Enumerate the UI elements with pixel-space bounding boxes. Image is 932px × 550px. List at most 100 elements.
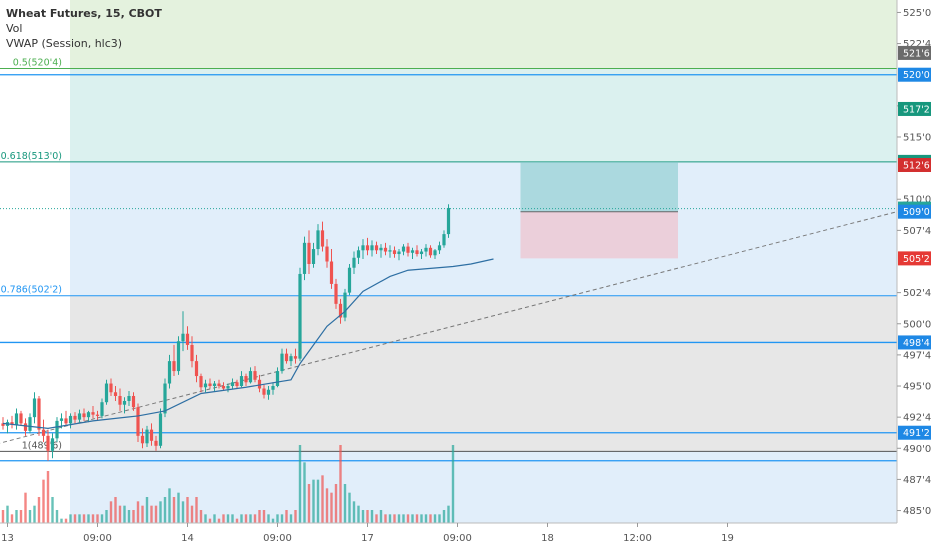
candle-body — [302, 242, 307, 274]
time-tick-label: 19 — [721, 533, 734, 544]
volume-bar — [379, 510, 383, 523]
candle-body — [136, 407, 140, 436]
volume-bar — [199, 510, 203, 523]
candle-body — [77, 413, 82, 420]
candle-body — [433, 250, 437, 256]
candle-body — [23, 423, 28, 431]
candle-body — [374, 245, 379, 251]
candle-body — [406, 246, 410, 253]
time-tick-label: 13 — [1, 533, 14, 544]
price-tick-label: 485'0 — [903, 506, 931, 517]
volume-bar — [105, 510, 108, 523]
candle-body — [203, 383, 208, 388]
candle-body — [338, 303, 343, 318]
candle-body — [68, 415, 73, 424]
candle-body — [28, 417, 32, 431]
volume-bar — [6, 505, 9, 523]
candle-body — [64, 418, 68, 424]
volume-bar — [190, 505, 194, 523]
position-stop-zone — [520, 211, 678, 259]
time-tick-label: 12:00 — [623, 533, 652, 544]
fib-band-0.618-0.786 — [70, 161, 897, 296]
volume-bar — [321, 475, 324, 523]
candle-body — [149, 429, 154, 441]
volume-bar — [60, 518, 63, 523]
candle-body — [91, 412, 95, 415]
volume-bar — [258, 510, 261, 523]
volume-bar — [177, 492, 180, 523]
candle-body — [41, 429, 46, 436]
price-axis-background — [897, 0, 932, 550]
volume-bar — [222, 514, 225, 523]
price-tick-label: 515'0 — [903, 132, 931, 143]
fib-level-label: 0.5(520'4) — [13, 57, 62, 68]
candle-body — [100, 402, 104, 416]
volume-bar — [100, 514, 104, 523]
candle-body — [131, 395, 136, 408]
volume-bar — [46, 471, 50, 523]
price-tick-label: 487'4 — [903, 475, 931, 486]
volume-bar — [118, 505, 122, 523]
time-tick-label: 14 — [181, 533, 194, 544]
volume-bar — [145, 497, 149, 523]
candle-body — [307, 242, 311, 264]
candle-body — [275, 371, 280, 387]
vwap-line — [2, 258, 494, 429]
candle-body — [172, 361, 176, 372]
candle-body — [325, 246, 329, 262]
candle-body — [140, 435, 145, 444]
candle-body — [415, 250, 419, 255]
volume-bar — [231, 514, 234, 523]
time-axis-background — [0, 523, 932, 550]
candle-body — [428, 247, 433, 256]
volume-bar — [343, 484, 347, 523]
volume-bar — [433, 514, 437, 523]
volume-bar — [208, 518, 212, 523]
price-tag-label: 509'0 — [903, 207, 930, 218]
volume-bar — [213, 514, 216, 523]
volume-bar — [150, 505, 153, 523]
time-tick-label: 09:00 — [443, 533, 472, 544]
volume-bar — [420, 514, 423, 523]
volume-bar — [285, 510, 288, 523]
candle-body — [230, 382, 235, 387]
fib-level-label: 0.786(502'2) — [1, 285, 62, 296]
volume-bar — [37, 497, 41, 523]
price-tag — [898, 335, 931, 350]
candle-body — [181, 333, 185, 342]
candle-body — [311, 249, 316, 264]
volume-bar — [388, 514, 392, 523]
candle-body — [370, 245, 374, 251]
volume-bar — [334, 484, 338, 523]
price-tag — [898, 425, 931, 440]
time-tick-label: 09:00 — [263, 533, 292, 544]
candle-body — [442, 234, 446, 246]
candle-body — [122, 400, 127, 405]
candle-body — [73, 415, 77, 420]
volume-bar — [10, 514, 14, 523]
price-tag-label: 512'6 — [903, 160, 930, 171]
volume-bar — [42, 479, 45, 523]
candle-body — [163, 383, 167, 414]
candle-body — [217, 383, 221, 387]
volume-bar — [114, 497, 117, 523]
volume-bar — [402, 514, 405, 523]
candle-body — [199, 376, 203, 388]
price-tick-label: 502'4 — [903, 288, 931, 299]
fib-level-label: 0.618(513'0) — [1, 151, 62, 162]
candle-body — [388, 250, 392, 252]
price-tag — [898, 67, 931, 82]
volume-bar — [325, 488, 329, 523]
price-tag — [898, 157, 931, 172]
candle-body — [424, 247, 428, 252]
volume-bar — [132, 510, 135, 523]
candle-body — [113, 392, 118, 396]
candle-body — [59, 418, 64, 421]
volume-bar — [181, 501, 185, 523]
candle-body — [208, 383, 212, 387]
volume-bar — [312, 479, 315, 523]
candle-body — [266, 389, 271, 395]
candle-body — [298, 273, 302, 359]
